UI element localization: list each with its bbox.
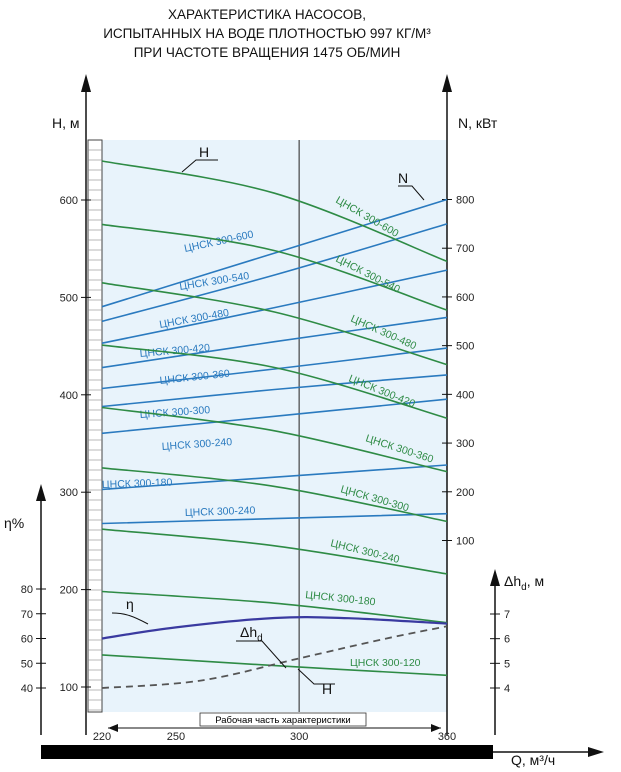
plot-area: [102, 140, 447, 712]
power-tick-label: 800: [456, 195, 474, 207]
power-tick-label: 600: [456, 292, 474, 304]
npsh-curve-label-sub: d: [257, 633, 263, 644]
efficiency-leader-line: [111, 612, 149, 625]
head-axis-arrow: [81, 74, 91, 92]
npsh-tick-label: 6: [504, 634, 510, 646]
head-tick-label: 100: [60, 682, 78, 694]
efficiency-tick-label: 80: [21, 584, 33, 596]
x-tick-label: 300: [290, 731, 308, 743]
x-tick-label: 220: [93, 731, 111, 743]
head-curve-line: [101, 406, 448, 473]
ruler-body: [87, 139, 103, 713]
head-curve-line: [101, 467, 448, 523]
chart-title-line-2: ИСПЫТАННЫХ НА ВОДЕ ПЛОТНОСТЬЮ 997 КГ/М³: [103, 26, 431, 41]
npsh-curve-label-main: Δh: [240, 624, 257, 640]
chart-title-line-1: ХАРАКТЕРИСТИКА НАСОСОВ,: [168, 7, 366, 22]
npsh-tick-label: 4: [504, 683, 510, 695]
efficiency-axis-arrow: [36, 484, 46, 501]
x-axis-title: Q, м³/ч: [511, 752, 555, 768]
power-curve-line: [101, 374, 448, 408]
power-curve-label: ЦНСК 300-240: [161, 436, 232, 453]
head-tick-label: 600: [60, 195, 78, 207]
power-axis-title: N, кВт: [458, 115, 498, 131]
x-tick-label: 360: [438, 731, 456, 743]
h-top-leader-line: [181, 159, 218, 173]
npsh-tick-label: 7: [504, 609, 510, 621]
npsh-axis-title: Δhd, м: [504, 573, 544, 593]
n-label: N: [398, 170, 408, 186]
power-curve-label: ЦНСК 300-240: [185, 505, 256, 519]
npsh-leader-line: [236, 640, 287, 669]
power-curve-label: ЦНСК 300-180: [102, 477, 173, 491]
chart-title-line-3: ПРИ ЧАСТОТЕ ВРАЩЕНИЯ 1475 ОБ/МИН: [134, 45, 401, 60]
head-curve-line: [101, 223, 448, 311]
efficiency-axis-title: η%: [4, 515, 24, 531]
efficiency-tick-label: 70: [21, 609, 33, 621]
power-curve-line: [101, 223, 448, 323]
npsh-curve-label: Δhd: [240, 624, 263, 644]
npsh-axis-title-sub: d: [521, 582, 527, 593]
h-bottom-leader-line: [297, 668, 335, 685]
x-axis-band: [41, 745, 493, 759]
efficiency-tick-label: 40: [21, 683, 33, 695]
power-curve-line: [101, 198, 448, 308]
power-curve-line: [101, 398, 448, 435]
head-curve-line: [101, 344, 448, 419]
npsh-axis-title-main: Δh: [504, 573, 521, 589]
power-curve-line: [101, 464, 448, 491]
npsh-tick-label: 5: [504, 658, 510, 670]
working-range-box: [199, 712, 367, 727]
power-tick-label: 100: [456, 536, 474, 548]
working-range-arrow-right: [431, 724, 441, 732]
left-ruler: [87, 139, 103, 713]
head-curve-label: ЦНСК 300-120: [350, 657, 421, 669]
power-axis-arrow: [442, 74, 452, 92]
npsh-axis-title-unit: , м: [527, 573, 544, 589]
power-curve-line: [101, 316, 448, 369]
power-curve-line: [101, 347, 448, 390]
power-tick-label: 200: [456, 487, 474, 499]
x-tick-label: 250: [167, 731, 185, 743]
power-tick-label: 500: [456, 341, 474, 353]
head-tick-label: 400: [60, 390, 78, 402]
h-top-label: H: [199, 144, 209, 160]
working-range-arrow-left: [108, 724, 118, 732]
efficiency-curve-line: [101, 616, 448, 640]
head-tick-label: 500: [60, 292, 78, 304]
head-curve-line: [101, 160, 448, 263]
head-axis-title: H, м: [52, 115, 80, 131]
head-curve-line: [101, 590, 448, 624]
power-curve-line: [101, 512, 448, 525]
head-curve-line: [101, 282, 448, 366]
head-curve-line: [101, 528, 448, 575]
power-tick-label: 400: [456, 389, 474, 401]
h-bottom-label: H: [322, 681, 332, 697]
head-tick-label: 200: [60, 585, 78, 597]
power-curve-line: [101, 269, 448, 344]
x-axis-arrow: [588, 747, 604, 757]
power-tick-label: 300: [456, 438, 474, 450]
head-curve-line: [101, 654, 448, 677]
n-leader-line: [398, 185, 425, 201]
npsh-axis-arrow: [490, 569, 500, 586]
efficiency-tick-label: 50: [21, 658, 33, 670]
power-tick-label: 700: [456, 243, 474, 255]
efficiency-curve-label: η: [126, 596, 134, 612]
head-tick-label: 300: [60, 487, 78, 499]
npsh-curve-line: [101, 625, 448, 689]
power-curve-label: ЦНСК 300-300: [139, 404, 210, 421]
efficiency-tick-label: 60: [21, 634, 33, 646]
working-range-label: Рабочая часть характеристики: [215, 715, 351, 726]
